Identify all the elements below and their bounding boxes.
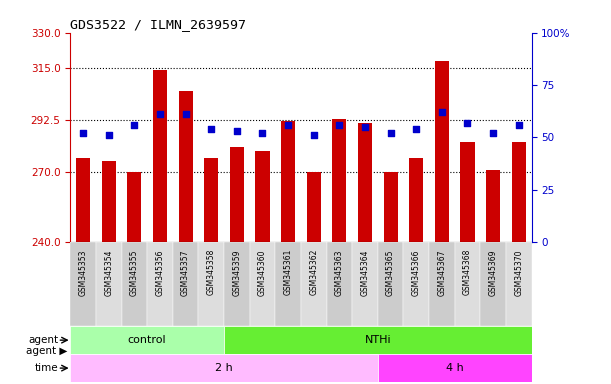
Text: GSM345358: GSM345358 bbox=[207, 249, 216, 295]
Bar bbox=[96, 242, 122, 326]
Bar bbox=[122, 242, 147, 326]
Bar bbox=[409, 159, 423, 242]
Bar bbox=[480, 242, 506, 326]
Text: GSM345359: GSM345359 bbox=[232, 249, 241, 296]
Bar bbox=[276, 242, 301, 326]
Point bbox=[104, 132, 114, 139]
Bar bbox=[204, 159, 218, 242]
Bar bbox=[250, 242, 276, 326]
Text: time: time bbox=[34, 363, 58, 373]
Point bbox=[411, 126, 421, 132]
Bar bbox=[127, 172, 141, 242]
Point bbox=[463, 120, 472, 126]
Bar bbox=[173, 242, 199, 326]
Bar bbox=[378, 354, 532, 382]
Bar bbox=[147, 242, 173, 326]
Bar bbox=[403, 242, 429, 326]
Bar bbox=[511, 142, 526, 242]
Text: GSM345363: GSM345363 bbox=[335, 249, 344, 296]
Text: 4 h: 4 h bbox=[446, 363, 464, 373]
Text: GSM345361: GSM345361 bbox=[284, 249, 293, 295]
Bar bbox=[76, 159, 90, 242]
Text: NTHi: NTHi bbox=[365, 335, 391, 345]
Point bbox=[130, 122, 139, 128]
Text: 2 h: 2 h bbox=[215, 363, 233, 373]
Bar bbox=[224, 326, 532, 354]
Text: GSM345353: GSM345353 bbox=[79, 249, 87, 296]
Text: GSM345354: GSM345354 bbox=[104, 249, 113, 296]
Bar bbox=[455, 242, 480, 326]
Text: GSM345367: GSM345367 bbox=[437, 249, 447, 296]
Text: GSM345369: GSM345369 bbox=[489, 249, 497, 296]
Point bbox=[258, 130, 268, 136]
Point bbox=[78, 130, 88, 136]
Point bbox=[309, 132, 318, 139]
Bar bbox=[461, 142, 475, 242]
Point bbox=[207, 126, 216, 132]
Text: control: control bbox=[128, 335, 166, 345]
Bar bbox=[178, 91, 192, 242]
Bar bbox=[352, 242, 378, 326]
Text: GSM345362: GSM345362 bbox=[309, 249, 318, 295]
Bar bbox=[435, 61, 449, 242]
Point bbox=[155, 111, 165, 118]
Bar bbox=[378, 242, 403, 326]
Bar bbox=[70, 242, 96, 326]
Text: GSM345355: GSM345355 bbox=[130, 249, 139, 296]
Point bbox=[437, 109, 447, 115]
Bar bbox=[326, 242, 352, 326]
Point bbox=[181, 111, 191, 118]
Bar bbox=[358, 124, 372, 242]
Point bbox=[334, 122, 344, 128]
Text: GSM345366: GSM345366 bbox=[412, 249, 421, 296]
Text: GSM345368: GSM345368 bbox=[463, 249, 472, 295]
Text: GSM345365: GSM345365 bbox=[386, 249, 395, 296]
Text: GSM345360: GSM345360 bbox=[258, 249, 267, 296]
Point bbox=[488, 130, 498, 136]
Text: GSM345356: GSM345356 bbox=[155, 249, 164, 296]
Text: GSM345357: GSM345357 bbox=[181, 249, 190, 296]
Bar bbox=[486, 170, 500, 242]
Point bbox=[232, 128, 242, 134]
Bar bbox=[301, 242, 326, 326]
Bar bbox=[199, 242, 224, 326]
Bar bbox=[255, 151, 269, 242]
Bar bbox=[429, 242, 455, 326]
Point bbox=[360, 124, 370, 130]
Point bbox=[386, 130, 395, 136]
Bar bbox=[281, 121, 295, 242]
Bar bbox=[153, 70, 167, 242]
Text: GSM345370: GSM345370 bbox=[514, 249, 523, 296]
Text: GDS3522 / ILMN_2639597: GDS3522 / ILMN_2639597 bbox=[70, 18, 246, 31]
Bar bbox=[332, 119, 346, 242]
Text: agent ▶: agent ▶ bbox=[26, 346, 67, 356]
Bar bbox=[101, 161, 115, 242]
Bar bbox=[384, 172, 398, 242]
Bar bbox=[307, 172, 321, 242]
Bar bbox=[506, 242, 532, 326]
Point bbox=[514, 122, 524, 128]
Text: agent: agent bbox=[28, 335, 58, 345]
Text: GSM345364: GSM345364 bbox=[360, 249, 370, 296]
Point bbox=[284, 122, 293, 128]
Bar bbox=[230, 147, 244, 242]
Bar bbox=[224, 242, 250, 326]
Bar bbox=[70, 326, 224, 354]
Bar bbox=[70, 354, 378, 382]
